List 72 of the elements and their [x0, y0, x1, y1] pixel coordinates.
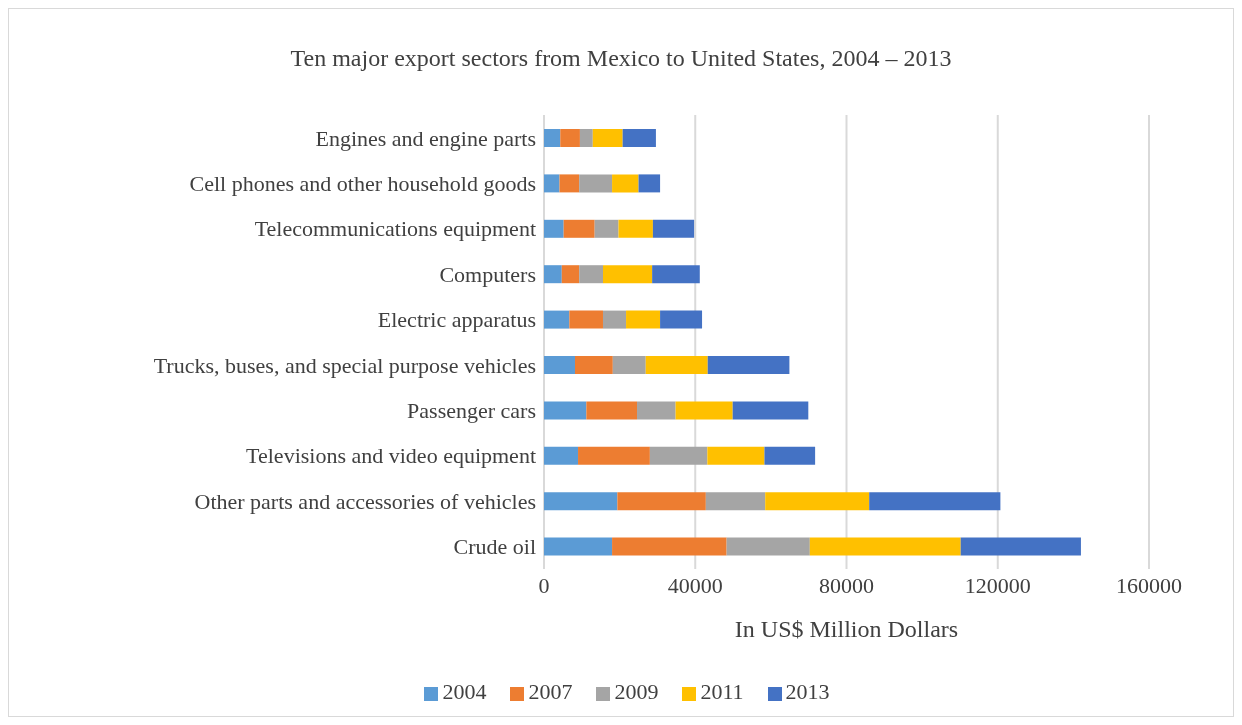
bar [809, 537, 961, 556]
bar [612, 174, 639, 193]
bar [960, 537, 1081, 556]
bar [765, 492, 870, 511]
bar [544, 537, 613, 556]
bar [544, 174, 560, 193]
legend-label: 2011 [700, 679, 744, 704]
bar [592, 129, 623, 147]
bar [575, 356, 613, 374]
bar [563, 219, 595, 238]
bar [652, 265, 700, 284]
bar [732, 401, 809, 420]
bar [612, 356, 646, 374]
bar [586, 401, 638, 420]
bar [602, 265, 653, 284]
bar [579, 129, 593, 147]
bar [544, 446, 579, 465]
bar [544, 310, 570, 329]
legend-label: 2004 [442, 679, 487, 704]
bar [544, 401, 587, 420]
y-tick-label: Trucks, buses, and special purpose vehicles [153, 352, 536, 378]
bar [617, 492, 706, 511]
bar [579, 174, 613, 193]
bar [544, 219, 564, 238]
bar [652, 219, 695, 238]
bar [705, 492, 766, 511]
bar [707, 446, 765, 465]
bar [561, 265, 580, 284]
bar [578, 446, 650, 465]
bar [560, 129, 580, 147]
bar [544, 129, 561, 147]
bar [544, 356, 576, 374]
bar [707, 356, 790, 374]
legend-label: 2013 [785, 679, 830, 704]
y-tick-label: Crude oil [453, 534, 536, 560]
bar [544, 265, 562, 284]
bar [638, 174, 661, 193]
x-axis-title: In US$ Million Dollars [734, 616, 959, 642]
bar [544, 492, 618, 511]
bar [869, 492, 1001, 511]
y-tick-label: Computers [439, 261, 536, 287]
y-tick-label: Televisions and video equipment [246, 443, 536, 469]
chart-title: Ten major export sectors from Mexico to United States, 2004 – 2013 [289, 44, 953, 73]
bar [569, 310, 603, 329]
bar [626, 310, 661, 329]
bar [612, 537, 727, 556]
bar [579, 265, 603, 284]
bar [602, 310, 627, 329]
bar [559, 174, 580, 193]
y-tick-label: Telecommunications equipment [254, 216, 536, 242]
y-tick-label: Electric apparatus [377, 307, 536, 333]
bar [726, 537, 810, 556]
x-tick-label: 40000 [667, 572, 723, 598]
legend-label: 2007 [528, 679, 573, 704]
legend-label: 2009 [614, 679, 659, 704]
bar [649, 446, 708, 465]
y-tick-label: Passenger cars [407, 397, 536, 423]
bar [622, 129, 656, 147]
bar [618, 219, 653, 238]
x-tick-label: 160000 [1116, 572, 1182, 598]
y-tick-label: Other parts and accessories of vehicles [194, 488, 536, 514]
y-tick-label: Engines and engine parts [315, 125, 536, 151]
bar [637, 401, 676, 420]
bar [764, 446, 816, 465]
bar [660, 310, 703, 329]
bar [675, 401, 733, 420]
bar [594, 219, 619, 238]
x-tick-label: 120000 [964, 572, 1031, 598]
y-tick-label: Cell phones and other household goods [189, 170, 536, 196]
x-tick-label: 80000 [819, 572, 874, 598]
bar [645, 356, 708, 374]
x-tick-label: 0 [538, 572, 550, 598]
